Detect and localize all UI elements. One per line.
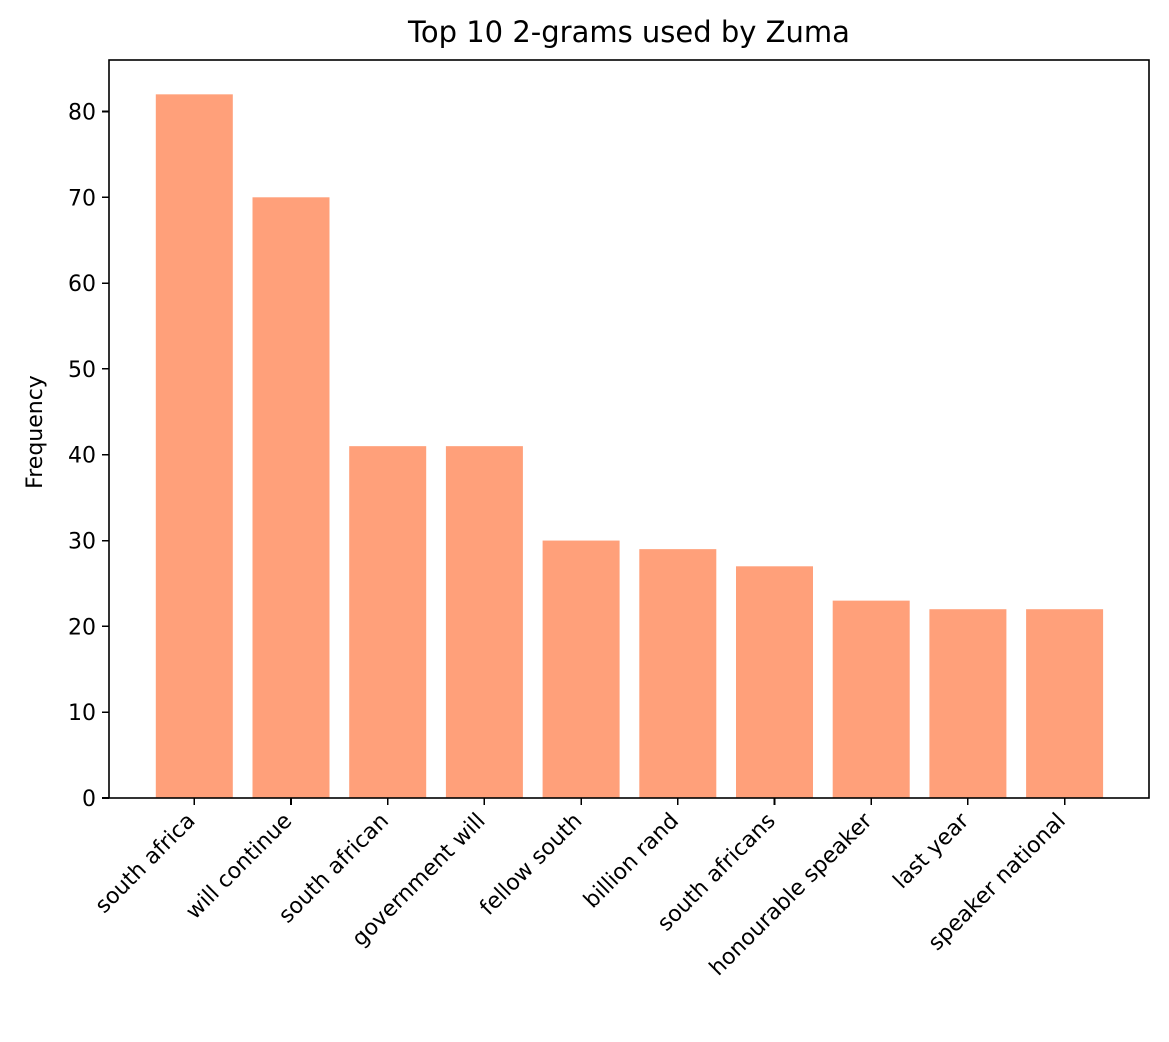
- x-tick-label-honourable-speaker: honourable speaker: [705, 808, 878, 981]
- bar-honourable-speaker: [832, 600, 910, 798]
- bar-government-will: [445, 446, 523, 798]
- bar-last-year: [929, 609, 1007, 798]
- x-tick-label-last-year: last year: [889, 808, 975, 894]
- y-tick-label: 80: [68, 100, 96, 125]
- y-tick-label: 70: [68, 186, 96, 211]
- y-tick-label: 60: [68, 272, 96, 297]
- bar-fellow-south: [542, 540, 620, 798]
- y-axis-label: Frequency: [23, 375, 48, 489]
- bar-speaker-national: [1026, 609, 1104, 798]
- y-tick-label: 20: [68, 615, 96, 640]
- x-tick-label-billion-rand: billion rand: [579, 809, 684, 914]
- y-axis-ticks: 0 10 20 30 40 50 60 70 80: [68, 100, 109, 812]
- bar-billion-rand: [639, 549, 717, 798]
- y-tick-label: 0: [82, 787, 96, 812]
- x-tick-label-fellow-south: fellow south: [475, 809, 587, 921]
- y-tick-label: 30: [68, 530, 96, 555]
- plot-area-frame: [108, 59, 1150, 799]
- bar-south-africa: [155, 94, 233, 798]
- x-tick-label-south-africa: south africa: [91, 809, 201, 919]
- bars-group: [155, 94, 1104, 799]
- bar-will-continue: [252, 197, 330, 799]
- bar-south-africans: [736, 566, 813, 798]
- y-tick-label: 10: [68, 701, 96, 726]
- chart-title: Top 10 2-grams used by Zuma: [407, 15, 850, 49]
- bar-south-african: [349, 446, 427, 798]
- y-tick-label: 40: [68, 444, 96, 469]
- y-tick-label: 50: [68, 358, 96, 383]
